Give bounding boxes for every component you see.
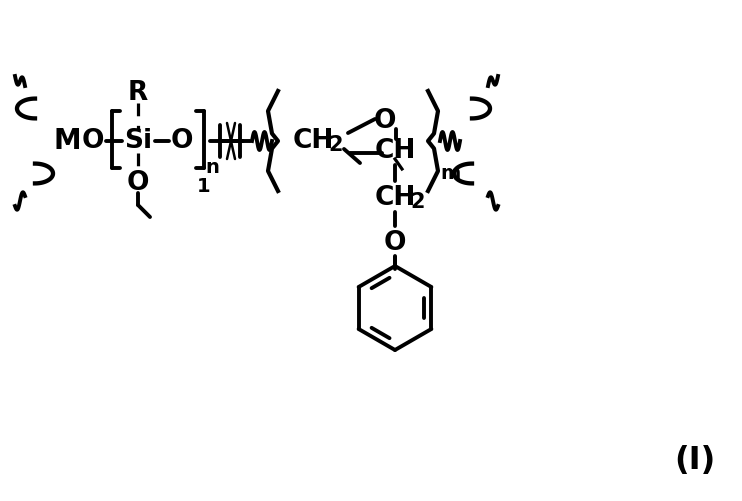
Text: 2: 2 [411, 192, 425, 212]
Text: 2: 2 [329, 135, 344, 155]
Text: m: m [440, 163, 460, 182]
Text: R: R [128, 80, 148, 106]
Text: CH: CH [292, 128, 334, 154]
Text: M: M [53, 127, 81, 155]
Text: O: O [374, 108, 396, 134]
Text: O: O [82, 128, 104, 154]
Text: (I): (I) [674, 445, 715, 476]
Text: O: O [171, 128, 193, 154]
Text: n: n [205, 157, 219, 176]
Text: Si: Si [124, 128, 152, 154]
Text: CH: CH [374, 138, 416, 164]
Text: O: O [384, 230, 407, 256]
Text: O: O [127, 170, 149, 196]
Text: CH: CH [374, 185, 416, 211]
Text: 1: 1 [197, 176, 211, 195]
